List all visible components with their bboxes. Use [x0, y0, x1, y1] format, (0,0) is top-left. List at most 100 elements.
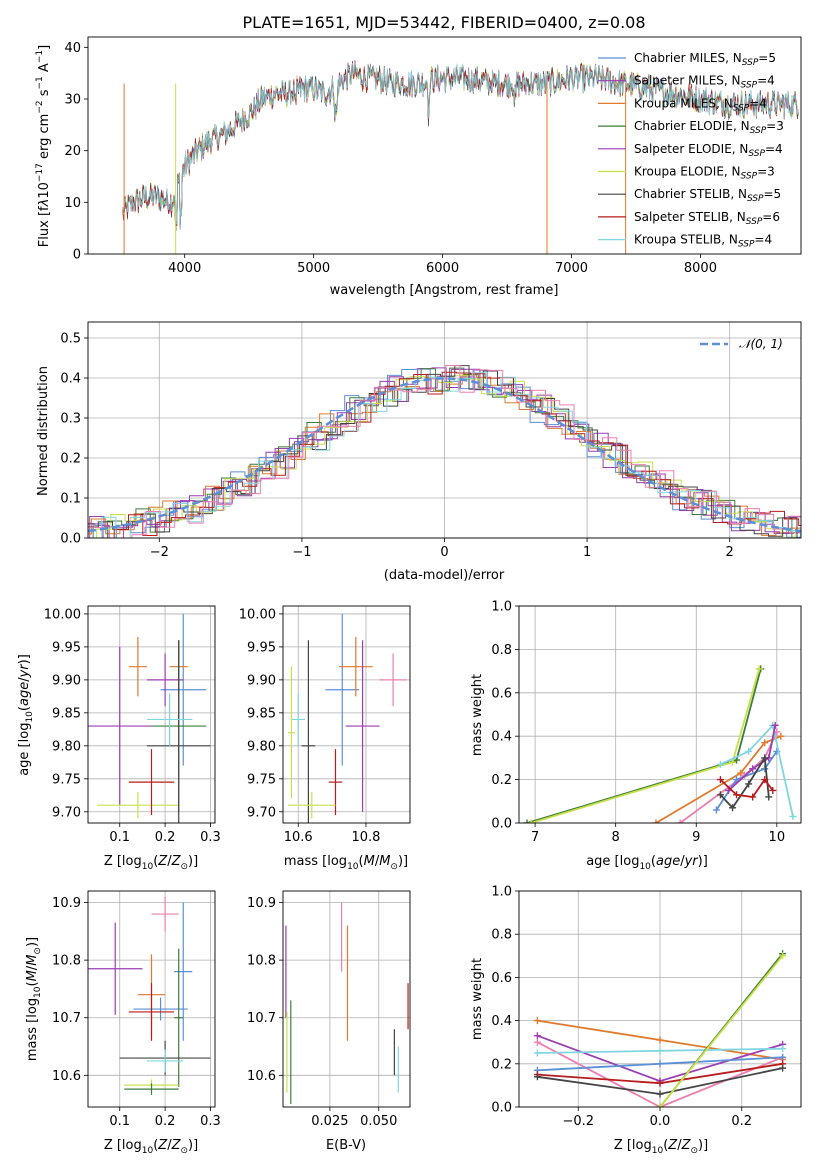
weight-z-x-label: Z [log10(Z/Z⊙)]	[614, 1138, 708, 1156]
axes: −0.2 0.0 0.2 0.0 0.2 0.4 0.6 0.8 1.0	[491, 885, 802, 1129]
mass-weight-marker	[749, 793, 757, 801]
error-bar-point	[146, 640, 211, 823]
error-bar-point	[128, 983, 175, 1041]
mass-vs-extinction-plot: 0.025 0.050 10.6 10.7 10.8 10.9	[247, 890, 411, 1129]
mass-weight-vs-age-plot: 7 8 9 10 0.0 0.2 0.4 0.6 0.8 1.0	[491, 600, 802, 845]
axes: −2 −1 0 1 2 0.0 0.1 0.2 0.3 0.4 0.5	[60, 321, 802, 560]
axes-frame	[518, 605, 802, 824]
y-tick-label: 30	[64, 93, 81, 108]
x-tick-label: 10.6	[284, 830, 313, 845]
axes: 0.025 0.050 10.6 10.7 10.8 10.9	[247, 890, 411, 1129]
y-tick-label: 40	[64, 41, 81, 56]
error-bar-point	[88, 922, 143, 1015]
y-tick-label: 0.3	[60, 412, 81, 427]
mass-weight-marker	[533, 1032, 541, 1040]
legend-label: Kroupa ELODIE, NSSP=3	[634, 165, 775, 182]
histogram-x-label: (data-model)/error	[384, 568, 505, 583]
mass-weight-marker	[789, 812, 797, 820]
y-tick-label: 10.00	[239, 607, 276, 622]
axes-frame	[282, 890, 411, 1108]
histogram-steps	[88, 371, 801, 538]
axes: 0.1 0.2 0.3 10.6 10.7 10.8 10.9	[52, 890, 221, 1129]
ebv-x-label: E(B-V)	[326, 1138, 366, 1153]
x-tick-label: 7	[531, 830, 539, 845]
x-tick-label: 4000	[168, 261, 201, 276]
mass-weight-marker	[712, 806, 720, 814]
y-tick-label: 10.6	[52, 1069, 81, 1084]
plot-area	[288, 613, 407, 823]
mass-weight-vs-metallicity-plot: −0.2 0.0 0.2 0.0 0.2 0.4 0.6 0.8 1.0	[491, 885, 802, 1129]
y-tick-label: 0.2	[491, 1057, 512, 1072]
x-tick-label: 6000	[426, 261, 459, 276]
legend-label: Chabrier MILES, NSSP=5	[634, 51, 776, 68]
mass-z-x-label: Z [log10(Z/Z⊙)]	[104, 1138, 198, 1156]
y-tick-label: 10.9	[52, 896, 81, 911]
mass-x-label: mass [log10(M/M⊙)]	[284, 854, 408, 872]
mass-weight-marker	[656, 1047, 664, 1055]
error-bar-point	[174, 948, 184, 1087]
y-tick-label: 0.6	[491, 971, 512, 986]
mass-weight-line	[536, 1041, 783, 1107]
x-tick-label: 0.025	[311, 1114, 348, 1129]
y-tick-label: 9.70	[52, 805, 81, 820]
mass-weight-marker	[533, 1073, 541, 1081]
axes-frame	[518, 890, 802, 1108]
legend-label: Kroupa STELIB, NSSP=4	[634, 233, 772, 250]
y-tick-label: 10.8	[247, 954, 276, 969]
mass-weight-marker	[765, 793, 773, 801]
error-bar-point	[328, 749, 343, 816]
y-tick-label: 0.0	[491, 817, 512, 832]
x-tick-label: 0.3	[200, 1114, 221, 1129]
axes: 7 8 9 10 0.0 0.2 0.4 0.6 0.8 1.0	[491, 600, 802, 845]
x-tick-label: 8000	[684, 261, 717, 276]
age-vs-metallicity-plot: 0.1 0.2 0.3 9.70 9.75 9.80 9.85 9.90 9.95 10.00	[44, 605, 221, 845]
y-tick-label: 9.80	[247, 739, 276, 754]
plot-area	[523, 665, 797, 823]
mass-weight-marker	[523, 819, 531, 823]
mass-weight-marker	[779, 1045, 787, 1053]
x-tick-label: −1	[292, 545, 311, 560]
histogram-y-label: Normed distribution	[36, 366, 51, 496]
error-bar-point	[325, 613, 360, 766]
mass-weight-marker	[716, 791, 724, 799]
mass-weight-marker	[533, 1017, 541, 1025]
residual-histogram: −2 −1 0 1 2 0.0 0.1 0.2 0.3 0.4 0.5	[60, 321, 802, 560]
error-bar-point	[146, 653, 184, 707]
x-tick-label: 0.1	[109, 830, 130, 845]
spectrum-plot: 4000 5000 6000 7000 8000 0 10 20 30 40	[64, 36, 802, 276]
mass-weight-marker	[733, 776, 741, 784]
legend-label: 𝒩(0, 1)	[739, 337, 783, 351]
mass-vs-metallicity-plot: 0.1 0.2 0.3 10.6 10.7 10.8 10.9	[52, 890, 221, 1129]
histogram-steps	[88, 374, 801, 536]
axes: 0.1 0.2 0.3 9.70 9.75 9.80 9.85 9.90 9.95 10.00	[44, 605, 221, 845]
legend-label: Salpeter ELODIE, NSSP=4	[634, 142, 783, 159]
mass-weight-marker	[745, 747, 753, 755]
x-tick-label: 10.8	[351, 830, 380, 845]
y-tick-label: 10	[64, 196, 81, 211]
y-tick-label: 0.8	[491, 928, 512, 943]
mass-weight-marker	[769, 786, 777, 794]
error-bar-point	[97, 792, 179, 819]
y-tick-label: 0.0	[60, 532, 81, 547]
plot-area	[285, 902, 409, 1105]
mass-weight-marker	[729, 758, 737, 766]
mass-weight-marker	[779, 1064, 787, 1072]
x-tick-label: 0.2	[731, 1114, 752, 1129]
mass-weight-marker	[533, 1038, 541, 1046]
axes: 10.6 10.8 9.70 9.75 9.80 9.85 9.90 9.95 10.00	[239, 605, 411, 845]
age-y-label: age [log10(age/yr)]	[17, 654, 35, 776]
error-bar-point	[146, 1049, 184, 1073]
mass-weight-marker	[533, 1049, 541, 1057]
mass-weight-y-label-1: mass weight	[470, 674, 485, 756]
error-bar-point	[128, 749, 175, 816]
error-bar-point	[288, 792, 336, 819]
x-tick-label: −2	[150, 545, 169, 560]
y-tick-label: 10.00	[44, 607, 81, 622]
y-tick-label: 0.4	[60, 372, 81, 387]
plot-area	[88, 613, 211, 823]
mass-weight-marker	[779, 952, 787, 960]
axes-frame	[87, 890, 216, 1108]
mass-weight-marker	[761, 754, 769, 762]
x-tick-label: 9	[692, 830, 700, 845]
y-tick-label: 0.8	[491, 643, 512, 658]
